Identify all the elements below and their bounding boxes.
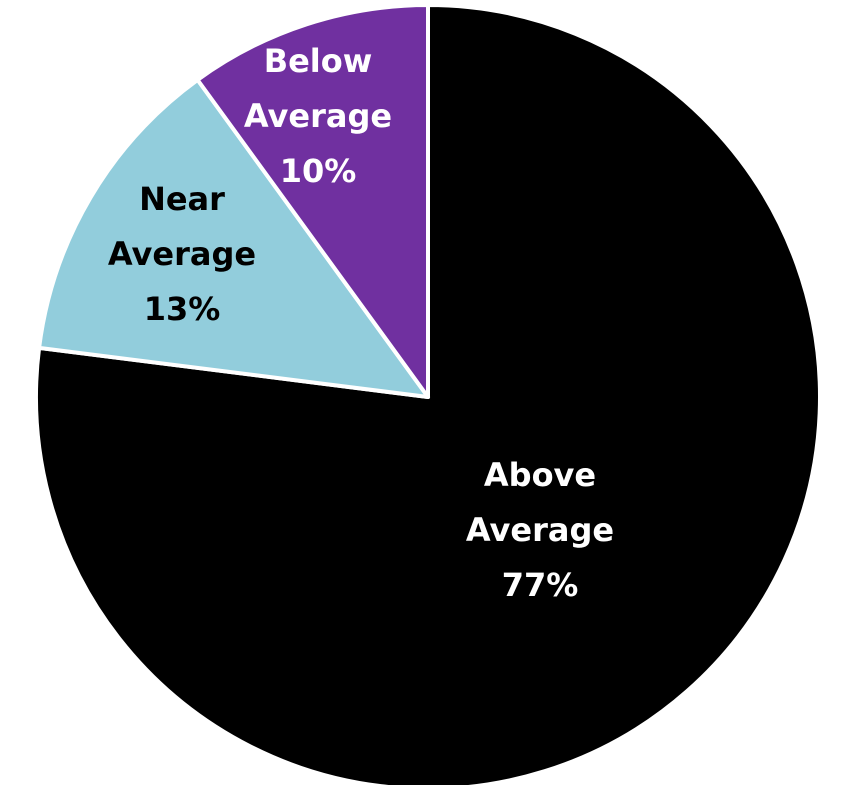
pie-label-above-average: Above Average 77% bbox=[466, 456, 614, 604]
pie-label-line: 77% bbox=[502, 566, 579, 604]
pie-labels: Above Average 77% Near Average 13% Below Averag… bbox=[108, 42, 614, 604]
pie-label-line: 13% bbox=[144, 290, 221, 328]
pie-label-line: Average bbox=[466, 511, 614, 549]
pie-label-below-average: Below Average 10% bbox=[244, 42, 392, 190]
pie-label-line: Above bbox=[484, 456, 596, 494]
pie-label-line: Below bbox=[264, 42, 373, 80]
pie-label-line: Average bbox=[244, 97, 392, 135]
pie-slice-above-average bbox=[34, 3, 822, 785]
pie-slice-below-average bbox=[195, 3, 430, 399]
pie-label-line: Near bbox=[139, 180, 225, 218]
pie-slices bbox=[34, 3, 822, 785]
pie-slice-near-average bbox=[37, 77, 430, 399]
pie-label-line: Average bbox=[108, 235, 256, 273]
pie-label-line: 10% bbox=[280, 152, 357, 190]
pie-label-near-average: Near Average 13% bbox=[108, 180, 256, 328]
